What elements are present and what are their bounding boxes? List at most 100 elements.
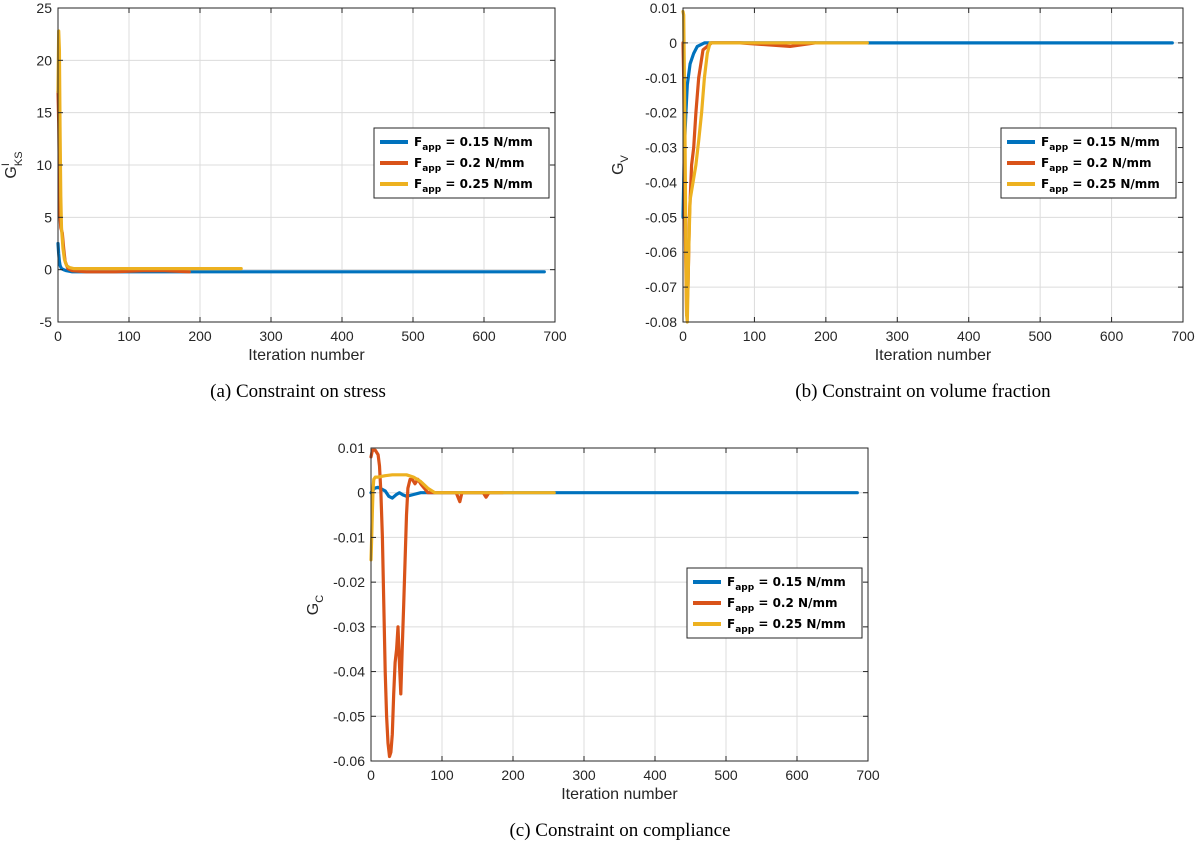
y-tick-label: -0.02 [645, 105, 677, 121]
legend-label-2: Fapp = 0.25 N/mm [1041, 177, 1160, 195]
y-axis-label-text: GV [610, 154, 631, 174]
x-tick-label: 400 [957, 328, 981, 344]
y-label-sub: C [314, 595, 326, 603]
x-tick-label: 200 [188, 328, 212, 344]
x-tick-label: 400 [643, 767, 667, 783]
y-tick-label: 0 [357, 485, 365, 501]
x-tick-label: 700 [543, 328, 567, 344]
figure-caption: (a) Constraint on stress [210, 381, 386, 402]
y-tick-label: -0.04 [645, 174, 677, 190]
legend-label-rest: = 0.15 N/mm [754, 575, 846, 589]
x-tick-label: 300 [886, 328, 910, 344]
y-axis-label: GIKS [0, 151, 25, 178]
x-tick-label: 100 [117, 328, 141, 344]
y-tick-label: 5 [44, 209, 52, 225]
y-axis-label-text: GIKS [0, 151, 25, 178]
x-tick-label: 200 [501, 767, 525, 783]
series-line-2 [56, 29, 243, 271]
x-tick-label: 100 [430, 767, 454, 783]
y-tick-label: -0.01 [333, 529, 365, 545]
legend-label-sub: app [422, 185, 442, 195]
y-axis-label: GV [610, 154, 631, 174]
y-tick-label: -0.07 [645, 279, 677, 295]
legend-label-base: F [727, 575, 735, 589]
legend-label-sub: app [735, 604, 755, 614]
x-axis-label: Iteration number [875, 347, 992, 364]
x-tick-label: 0 [679, 328, 687, 344]
y-tick-label: -0.01 [645, 70, 677, 86]
series-line-2 [369, 473, 556, 562]
axes-box [682, 7, 1184, 323]
legend-label-base: F [414, 156, 422, 170]
x-tick-label: 600 [1100, 328, 1124, 344]
legend-label-1: Fapp = 0.2 N/mm [414, 156, 524, 174]
x-tick-label: 500 [1028, 328, 1052, 344]
legend-label-0: Fapp = 0.15 N/mm [727, 575, 846, 593]
y-tick-label: 25 [36, 0, 52, 16]
y-tick-label: 0.01 [338, 440, 365, 456]
figure-caption: (c) Constraint on compliance [509, 820, 730, 841]
y-tick-label: 0 [669, 35, 677, 51]
legend-label-sub: app [735, 625, 755, 635]
series-line-2 [681, 9, 869, 324]
x-tick-label: 100 [743, 328, 767, 344]
legend-label-base: F [414, 135, 422, 149]
legend-label-0: Fapp = 0.15 N/mm [1041, 135, 1160, 153]
legend-label-sub: app [1049, 143, 1069, 153]
y-tick-label: 20 [36, 52, 52, 68]
legend-label-sub: app [1049, 185, 1069, 195]
x-tick-label: 500 [714, 767, 738, 783]
x-tick-label: 700 [1171, 328, 1195, 344]
legend-label-sub: app [735, 583, 755, 593]
y-tick-label: -0.04 [333, 664, 365, 680]
figure-caption: (b) Constraint on volume fraction [795, 381, 1051, 402]
legend-label-rest: = 0.15 N/mm [1068, 135, 1160, 149]
y-label-sub: V [619, 154, 631, 162]
legend-label-rest: = 0.15 N/mm [441, 135, 533, 149]
y-axis-label-text: GC [305, 595, 326, 615]
legend-label-base: F [727, 617, 735, 631]
y-tick-label: -0.05 [645, 209, 677, 225]
legend-label-2: Fapp = 0.25 N/mm [414, 177, 533, 195]
x-tick-label: 500 [401, 328, 425, 344]
chart-panel-1: 0 100 200 300 400 500 600 700 -0.08 -0.07 -0.06 -0.… [610, 0, 1195, 402]
y-tick-label: -0.06 [645, 244, 677, 260]
legend-label-1: Fapp = 0.2 N/mm [727, 596, 837, 614]
chart-panel-0: 0 100 200 300 400 500 600 700-50510152025Iterat… [0, 0, 567, 402]
legend-label-rest: = 0.2 N/mm [441, 156, 524, 170]
y-label-base: G [3, 166, 20, 178]
x-tick-label: 700 [856, 767, 880, 783]
legend-label-rest: = 0.25 N/mm [754, 617, 846, 631]
axes-box [370, 447, 869, 762]
legend-label-rest: = 0.25 N/mm [441, 177, 533, 191]
y-label-sub: KS [13, 151, 25, 166]
chart-panel-2: 0 100 200 300 400 500 600 700 -0.06 -0.05 -0.04 -0.… [305, 440, 880, 841]
legend-label-rest: = 0.25 N/mm [1068, 177, 1160, 191]
legend-label-sub: app [422, 143, 442, 153]
legend-label-0: Fapp = 0.15 N/mm [414, 135, 533, 153]
y-label-base: G [305, 603, 322, 615]
x-tick-label: 0 [54, 328, 62, 344]
y-tick-label: -0.08 [645, 314, 677, 330]
x-tick-label: 300 [572, 767, 596, 783]
x-tick-label: 400 [330, 328, 354, 344]
y-tick-label: -0.03 [645, 140, 677, 156]
legend-label-rest: = 0.2 N/mm [1068, 156, 1151, 170]
legend-label-1: Fapp = 0.2 N/mm [1041, 156, 1151, 174]
y-tick-label: -0.03 [333, 619, 365, 635]
y-tick-label: 15 [36, 105, 52, 121]
legend-label-sub: app [422, 164, 442, 174]
legend-label-sub: app [1049, 164, 1069, 174]
x-tick-label: 200 [814, 328, 838, 344]
legend-label-2: Fapp = 0.25 N/mm [727, 617, 846, 635]
y-axis-label: GC [305, 595, 326, 615]
legend-label-rest: = 0.2 N/mm [754, 596, 837, 610]
x-tick-label: 600 [472, 328, 496, 344]
y-tick-label: -5 [40, 314, 53, 330]
legend-label-base: F [1041, 156, 1049, 170]
legend-label-base: F [1041, 177, 1049, 191]
